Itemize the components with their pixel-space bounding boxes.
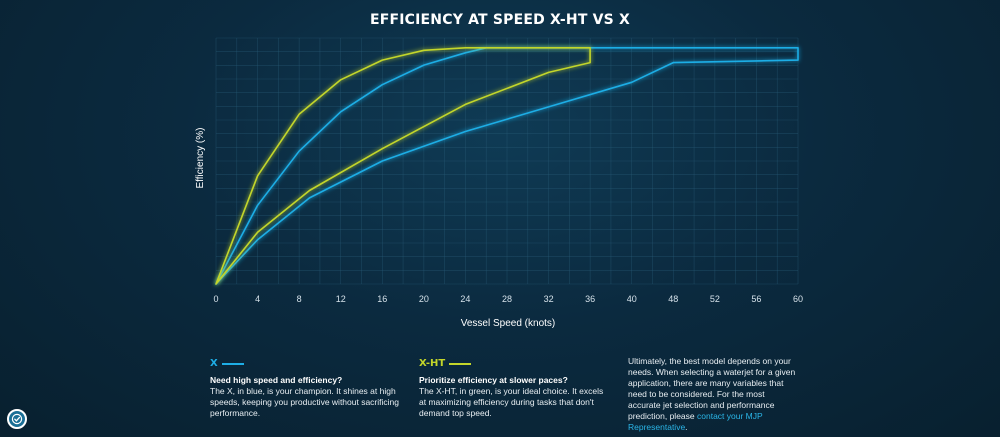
x-tick-label: 4 <box>255 294 260 304</box>
legend-x: X Need high speed and efficiency? The X,… <box>210 358 400 419</box>
x-tick-label: 48 <box>668 294 678 304</box>
efficiency-chart: 0 4 8 12 16 20 24 28 32 36 40 48 52 56 60 Efficiency (… <box>195 37 804 329</box>
selection-note-text: Ultimately, the best model depends on yo… <box>628 356 796 421</box>
x-axis-label: Vessel Speed (knots) <box>461 318 556 329</box>
legend-x-key: X <box>210 358 218 369</box>
chart-grid <box>215 37 799 285</box>
x-tick-label: 24 <box>460 294 470 304</box>
x-tick-label: 28 <box>502 294 512 304</box>
x-tick-label: 0 <box>213 294 218 304</box>
x-tick-label: 16 <box>377 294 387 304</box>
x-tick-label: 40 <box>627 294 637 304</box>
legend-x-swatch <box>221 362 244 365</box>
legend-xht-swatch <box>449 362 472 365</box>
legend-xht-question: Prioritize efficiency at slower paces? <box>419 375 568 385</box>
legend-xht-key: X-HT <box>419 358 446 369</box>
series-band-x-ht <box>215 47 591 285</box>
x-tick-labels: 0 4 8 12 16 20 24 28 32 36 40 48 52 56 60 <box>213 294 803 304</box>
legend-xht-text: The X-HT, in green, is your ideal choice… <box>419 386 604 418</box>
selection-note-end: . <box>685 422 688 432</box>
x-tick-label: 36 <box>585 294 595 304</box>
series-band-x <box>215 47 799 285</box>
legend-xht: X-HT Prioritize efficiency at slower pac… <box>419 358 609 419</box>
x-tick-label: 32 <box>544 294 554 304</box>
legend-x-text: The X, in blue, is your champion. It shi… <box>210 386 399 418</box>
y-axis-label: Efficiency (%) <box>195 128 206 189</box>
x-tick-label: 12 <box>336 294 346 304</box>
contact-representative-link[interactable]: contact your MJP Representative <box>628 411 763 432</box>
accessibility-icon <box>11 413 23 425</box>
selection-note: Ultimately, the best model depends on yo… <box>628 356 798 433</box>
x-tick-label: 52 <box>710 294 720 304</box>
x-tick-label: 60 <box>793 294 803 304</box>
accessibility-button[interactable] <box>7 409 27 429</box>
chart-series <box>215 47 799 285</box>
chart-title: EFFICIENCY AT SPEED X-HT VS X <box>369 12 631 28</box>
legend-x-question: Need high speed and efficiency? <box>210 375 343 385</box>
x-tick-label: 20 <box>419 294 429 304</box>
x-tick-label: 56 <box>751 294 761 304</box>
x-tick-label: 8 <box>297 294 302 304</box>
